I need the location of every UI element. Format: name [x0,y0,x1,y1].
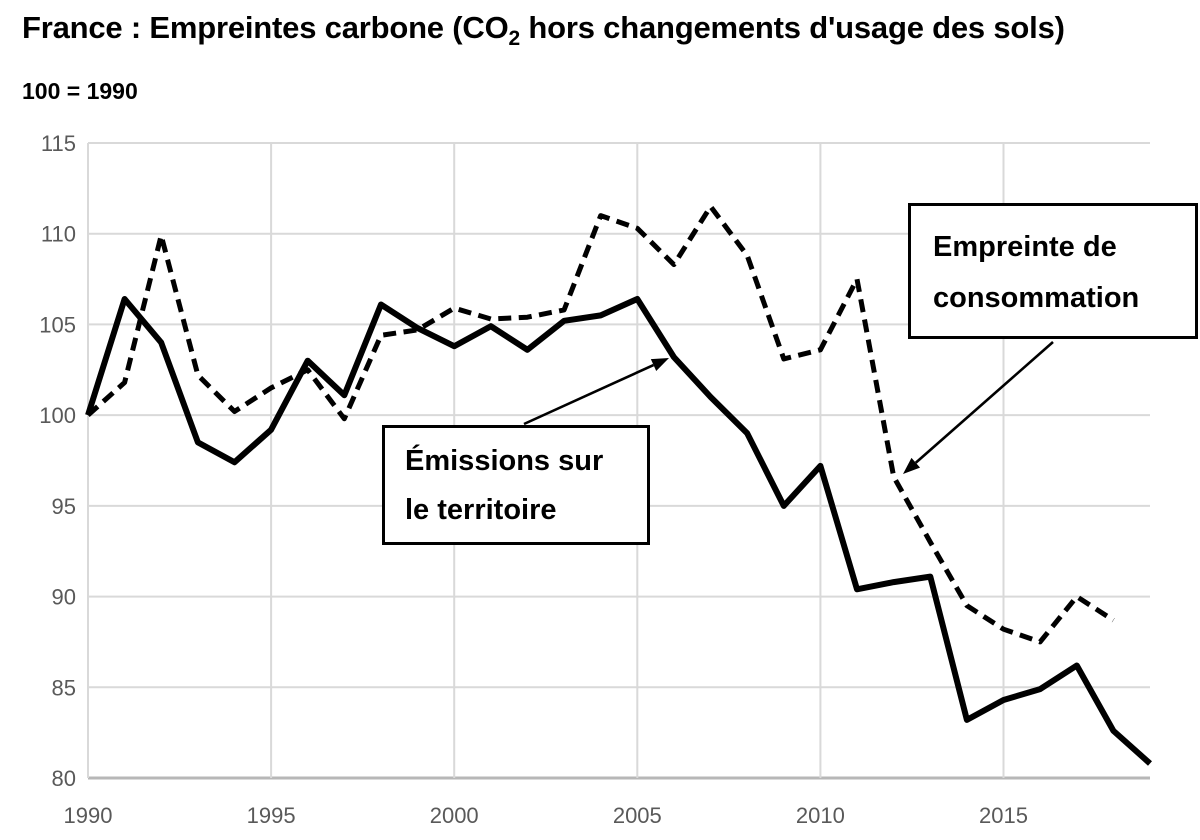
x-tick-label-2005: 2005 [613,803,662,828]
title-text-post: hors changements d'usage des sols) [519,10,1065,45]
y-tick-label-100: 100 [39,403,76,428]
x-tick-label-1990: 1990 [64,803,113,828]
y-tick-label-110: 110 [41,222,76,247]
annotation-territory-line1: Émissions sur [405,445,604,477]
annotation-territory-line2: le territoire [405,494,557,526]
y-tick-label-80: 80 [52,766,76,791]
y-tick-label-105: 105 [39,312,76,337]
series-line-consumption [86,204,1115,645]
x-tick-label-2000: 2000 [430,803,479,828]
annotation-consumption-line2: consommation [933,282,1140,314]
chart-title: France : Empreintes carbone (CO2 hors ch… [22,10,1065,50]
arrow-to-consumption-line-line [914,341,1054,464]
title-subscript-2: 2 [508,27,521,50]
title-text-pre: France : Empreintes carbone (CO [22,10,509,45]
y-tick-label-90: 90 [52,585,76,610]
x-tick-label-1995: 1995 [247,803,296,828]
arrow-to-consumption-line-head [903,457,921,474]
y-tick-label-95: 95 [52,494,76,519]
x-tick-label-2010: 2010 [796,803,845,828]
y-tick-label-115: 115 [41,131,76,156]
series-line-territory [85,296,1152,766]
annotation-consumption-line1: Empreinte de [933,231,1117,263]
annotation-box-consumption: Empreinte de consommation [908,203,1198,339]
annotation-box-territory: Émissions sur le territoire [382,425,650,545]
x-tick-label-2015: 2015 [979,803,1028,828]
arrow-to-territory-line-head [650,358,669,371]
chart-subtitle: 100 = 1990 [22,78,138,104]
arrow-to-territory-line-line [523,363,655,426]
y-tick-label-85: 85 [52,675,76,700]
